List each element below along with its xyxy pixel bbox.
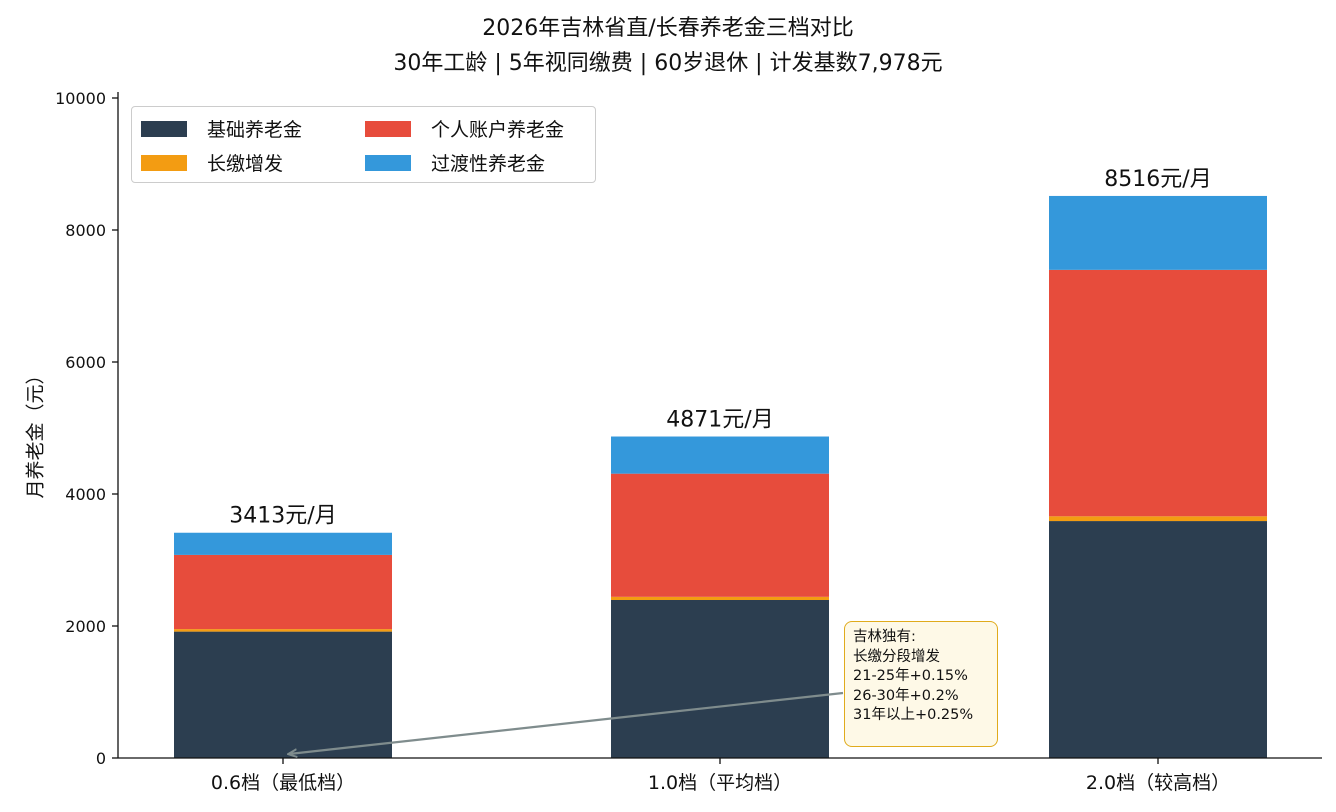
chart-subtitle: 30年工龄 | 5年视同缴费 | 60岁退休 | 计发基数7,978元 (393, 51, 943, 76)
bar-segment-3-cat-2 (611, 473, 829, 597)
bar-segment-1-cat-3 (1049, 521, 1267, 758)
total-label: 3413元/月 (229, 504, 336, 529)
bar-segment-2-cat-1 (174, 629, 392, 632)
bar-segment-1-cat-1 (174, 631, 392, 758)
total-label: 8516元/月 (1104, 167, 1211, 192)
annotation-line: 31年以上+0.25% (853, 707, 974, 724)
x-tick-label: 2.0档（较高档） (1086, 772, 1230, 794)
y-axis-label: 月养老金（元） (24, 365, 47, 499)
bar-segment-2-cat-3 (1049, 516, 1267, 522)
legend-swatch (141, 120, 187, 137)
y-tick-label: 0 (96, 749, 106, 768)
annotation-box: 吉林独有: 长缴分段增发 21-25年+0.15% 26-30年+0.2% 31… (844, 621, 998, 747)
legend-item-long-contribution-bonus: 长缴增发 (141, 149, 283, 176)
bar-segment-4-cat-1 (174, 532, 392, 555)
y-tick-label: 2000 (65, 617, 106, 636)
y-tick-label: 6000 (65, 353, 106, 372)
annotation-line: 长缴分段增发 (853, 648, 940, 665)
y-tick-label: 8000 (65, 221, 106, 240)
annotation-line: 26-30年+0.2% (853, 687, 959, 704)
legend: 基础养老金 个人账户养老金 长缴增发 过渡性养老金 (131, 106, 596, 183)
legend-swatch (365, 154, 411, 171)
legend-item-basic-pension: 基础养老金 (141, 115, 302, 142)
annotation-arrow (289, 691, 844, 754)
bar-segment-1-cat-2 (611, 599, 829, 758)
y-tick-label: 4000 (65, 485, 106, 504)
legend-item-personal-account: 个人账户养老金 (365, 115, 564, 142)
annotation-line: 吉林独有: (853, 629, 916, 645)
x-tick-label: 0.6档（最低档） (211, 772, 355, 794)
bar-segment-3-cat-3 (1049, 269, 1267, 517)
legend-label: 个人账户养老金 (431, 119, 565, 141)
bar-segment-4-cat-3 (1049, 195, 1267, 270)
legend-label: 过渡性养老金 (431, 153, 546, 175)
chart-title: 2026年吉林省直/长春养老金三档对比 (482, 16, 854, 41)
legend-label: 长缴增发 (207, 153, 284, 175)
total-label: 4871元/月 (666, 408, 773, 433)
bar-segment-3-cat-1 (174, 554, 392, 630)
legend-item-transitional-pension: 过渡性养老金 (365, 149, 545, 176)
x-tick-label: 1.0档（平均档） (648, 772, 792, 794)
legend-label: 基础养老金 (207, 119, 303, 141)
legend-swatch (365, 120, 411, 137)
annotation-line: 21-25年+0.15% (853, 668, 968, 685)
bar-segment-2-cat-2 (611, 596, 829, 600)
legend-swatch (141, 154, 187, 171)
y-tick-label: 10000 (55, 89, 106, 108)
bar-segment-4-cat-2 (611, 436, 829, 474)
